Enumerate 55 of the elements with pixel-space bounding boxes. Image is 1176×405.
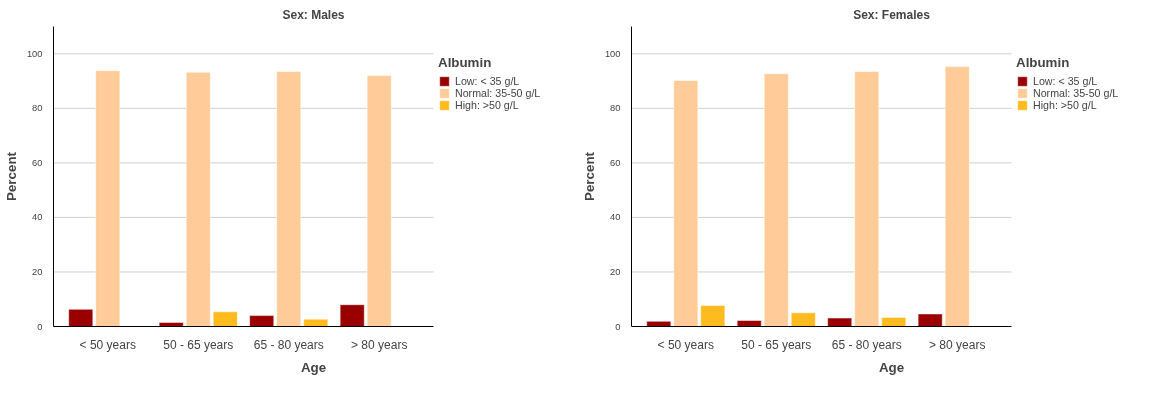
x-tick-label: 50 - 65 years [741,337,812,352]
y-tick-label: 0 [615,321,621,332]
y-tick-label: 40 [610,212,621,223]
bar [212,311,238,327]
x-tick-label: > 80 years [929,337,986,352]
bar [158,322,184,327]
y-tick-label: 100 [604,48,621,59]
x-tick-label: 65 - 80 years [253,337,324,352]
y-tick-label: 20 [610,266,621,277]
bar [646,321,672,327]
x-tick-label: < 50 years [79,337,136,352]
bar [673,80,699,327]
legend-label: High: >50 g/L [455,99,519,111]
y-tick-label: 60 [610,157,621,168]
y-tick-label: 80 [32,103,43,114]
y-tick-label: 0 [37,321,43,332]
bar [249,315,275,327]
y-tick-label: 20 [32,266,43,277]
y-axis-title: Percent [3,151,19,201]
bar [944,66,970,327]
bar [736,320,762,327]
chart-title: Sex: Females [853,7,931,22]
chart-title: Sex: Males [282,7,345,22]
bar [700,305,726,327]
y-axis-title: Percent [581,151,597,201]
y-tick-label: 60 [32,157,43,168]
x-axis-title: Age [878,359,905,375]
bar [763,73,789,327]
legend-label: High: >50 g/L [1033,99,1097,111]
bar [790,312,816,327]
legend-label: Normal: 35-50 g/L [455,87,541,99]
legend-title: Albumin [1016,55,1071,70]
bar [881,317,907,327]
bar [68,309,94,327]
x-tick-label: < 50 years [657,337,714,352]
legend-title: Albumin [438,55,493,70]
bar [185,72,211,327]
legend-label: Normal: 35-50 g/L [1033,87,1119,99]
bar [303,318,329,327]
x-tick-label: > 80 years [351,337,408,352]
y-tick-label: 100 [26,48,43,59]
bar [854,71,880,327]
bar [917,313,943,327]
bar [95,70,121,327]
bar [276,71,302,327]
x-axis-title: Age [300,359,327,375]
y-tick-label: 80 [610,103,621,114]
legend-label: Low: < 35 g/L [1033,75,1098,87]
bar [339,304,365,327]
x-tick-label: 65 - 80 years [831,337,902,352]
legend-label: Low: < 35 g/L [455,75,520,87]
x-tick-label: 50 - 65 years [163,337,234,352]
bar [827,317,853,327]
y-tick-label: 40 [32,212,43,223]
bar [366,75,392,327]
